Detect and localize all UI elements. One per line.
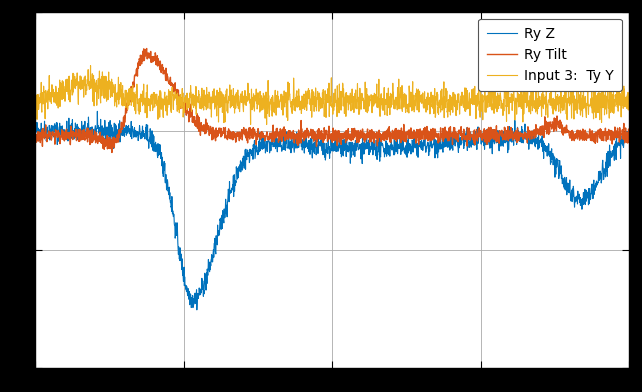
Legend: Ry Z, Ry Tilt, Input 3:  Ty Y: Ry Z, Ry Tilt, Input 3: Ty Y xyxy=(478,19,622,91)
Ry Tilt xyxy=(625,131,633,136)
Ry Tilt xyxy=(62,136,69,141)
Ry Tilt xyxy=(608,135,616,140)
Ry Z xyxy=(305,149,313,154)
Input 3:  Ty Y: (0, 0.166): Ty Y: (0, 0.166) xyxy=(31,103,39,108)
Line: Ry Z: Ry Z xyxy=(35,111,629,310)
Input 3:  Ty Y: (779, 0.0412): Ty Y: (779, 0.0412) xyxy=(263,122,270,127)
Ry Tilt xyxy=(499,136,507,141)
Line: Input 3:  Ty Y: Input 3: Ty Y xyxy=(35,66,629,125)
Ry Z xyxy=(608,151,616,156)
Ry Tilt xyxy=(609,142,616,146)
Ry Z xyxy=(625,138,633,143)
Input 3:  Ty Y: (921, 0.215): Ty Y: (921, 0.215) xyxy=(305,96,313,101)
Ry Z xyxy=(609,154,616,158)
Line: Ry Tilt: Ry Tilt xyxy=(35,49,629,152)
Input 3:  Ty Y: (1.94e+03, 0.123): Ty Y: (1.94e+03, 0.123) xyxy=(609,110,616,115)
Ry Z xyxy=(193,307,201,312)
Ry Z xyxy=(94,109,101,114)
Input 3:  Ty Y: (2e+03, 0.141): Ty Y: (2e+03, 0.141) xyxy=(625,107,633,112)
Input 3:  Ty Y: (1.58e+03, 0.167): Ty Y: (1.58e+03, 0.167) xyxy=(499,103,507,108)
Ry Tilt xyxy=(320,129,328,134)
Ry Tilt xyxy=(143,46,150,51)
Ry Z xyxy=(320,147,328,152)
Ry Z xyxy=(499,144,507,149)
Input 3:  Ty Y: (186, 0.437): Ty Y: (186, 0.437) xyxy=(87,64,94,68)
Input 3:  Ty Y: (974, 0.126): Ty Y: (974, 0.126) xyxy=(320,109,328,114)
Input 3:  Ty Y: (1.94e+03, 0.2): Ty Y: (1.94e+03, 0.2) xyxy=(608,98,616,103)
Ry Tilt xyxy=(305,130,313,135)
Input 3:  Ty Y: (102, 0.342): Ty Y: (102, 0.342) xyxy=(62,78,69,82)
Ry Tilt xyxy=(31,135,39,140)
Ry Z xyxy=(31,126,39,131)
Ry Z xyxy=(62,131,69,135)
Ry Tilt xyxy=(108,150,116,155)
